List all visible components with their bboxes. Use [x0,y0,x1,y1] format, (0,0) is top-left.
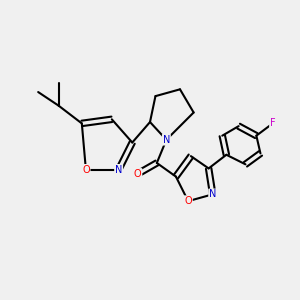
Text: N: N [209,189,216,199]
Text: N: N [163,135,170,145]
Text: O: O [184,196,192,206]
Text: F: F [270,118,275,128]
Text: O: O [82,165,90,175]
Text: N: N [115,165,122,175]
Text: O: O [134,169,142,179]
